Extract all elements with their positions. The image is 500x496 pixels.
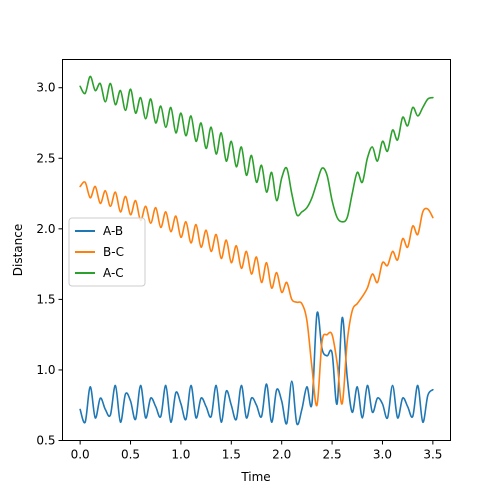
legend: A-B B-C A-C [68, 217, 146, 287]
x-tick-label: 1.5 [222, 448, 241, 462]
y-tick-label: 1.0 [36, 363, 55, 377]
series-layer [79, 75, 434, 426]
axes-frame [62, 59, 451, 441]
x-tick-label: 2.5 [323, 448, 342, 462]
y-tick-label: 1.5 [36, 292, 55, 306]
x-tick-label: 1.0 [171, 448, 190, 462]
x-tick-label: 0.0 [71, 448, 90, 462]
x-tick-label: 3.5 [423, 448, 442, 462]
x-axis: 0.0 0.5 1.0 1.5 2.0 2.5 3.0 3.5 [71, 440, 442, 462]
legend-entry: A-C [103, 266, 124, 280]
y-tick-label: 2.0 [36, 222, 55, 236]
series-line-b-c [79, 181, 434, 407]
x-axis-label: Time [240, 470, 270, 484]
legend-entry: A-B [103, 224, 123, 238]
y-tick-label: 3.0 [36, 81, 55, 95]
legend-box [68, 217, 146, 287]
x-tick-label: 0.5 [121, 448, 140, 462]
y-tick-label: 0.5 [36, 434, 55, 448]
series-line-a-c [79, 75, 434, 223]
x-tick-label: 2.0 [272, 448, 291, 462]
x-tick-label: 3.0 [373, 448, 392, 462]
legend-entry: B-C [103, 245, 124, 259]
y-tick-label: 2.5 [36, 151, 55, 165]
y-axis: 0.5 1.0 1.5 2.0 2.5 3.0 [36, 81, 63, 448]
series-line-a-b [79, 311, 434, 426]
y-axis-label: Distance [11, 224, 25, 276]
